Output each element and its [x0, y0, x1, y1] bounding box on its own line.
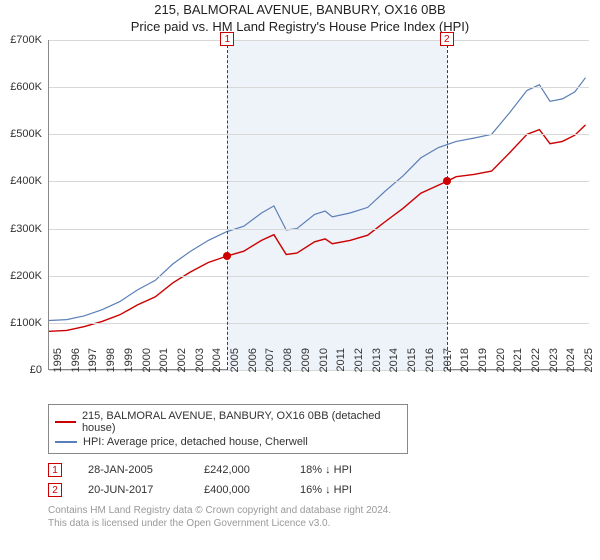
legend-label-hpi: HPI: Average price, detached house, Cher…: [83, 436, 308, 448]
chart-title-line1: 215, BALMORAL AVENUE, BANBURY, OX16 0BB: [0, 2, 600, 17]
y-axis-label: £200K: [0, 270, 42, 282]
series-hpi: [49, 78, 586, 321]
chart-title-line2: Price paid vs. HM Land Registry's House …: [0, 19, 600, 34]
gridline: [49, 276, 589, 277]
footnote-line2: This data is licensed under the Open Gov…: [48, 517, 590, 530]
x-axis-label: 2022: [530, 348, 542, 378]
x-axis-label: 2011: [335, 348, 347, 378]
x-axis-label: 2016: [424, 348, 436, 378]
x-axis-label: 2013: [371, 348, 383, 378]
footnote: Contains HM Land Registry data © Crown c…: [48, 504, 590, 530]
y-axis-label: £700K: [0, 34, 42, 46]
x-axis-label: 2000: [141, 348, 153, 378]
marker-dot: [443, 177, 451, 185]
legend-swatch-hpi: [55, 441, 77, 443]
sales-row-1: 1 28-JAN-2005 £242,000 18% ↓ HPI: [48, 460, 590, 480]
x-axis-label: 2024: [565, 348, 577, 378]
legend-row-hpi: HPI: Average price, detached house, Cher…: [55, 435, 401, 449]
x-axis-label: 2003: [194, 348, 206, 378]
footnote-line1: Contains HM Land Registry data © Crown c…: [48, 504, 590, 517]
y-axis-label: £500K: [0, 128, 42, 140]
x-axis-label: 2020: [495, 348, 507, 378]
marker-dot: [223, 252, 231, 260]
y-axis-label: £600K: [0, 81, 42, 93]
gridline: [49, 134, 589, 135]
x-axis-label: 2001: [158, 348, 170, 378]
sales-date-2: 20-JUN-2017: [88, 484, 178, 496]
x-axis-label: 2019: [477, 348, 489, 378]
legend-swatch-property: [55, 421, 76, 423]
y-axis-label: £300K: [0, 223, 42, 235]
chart-area: 12 £0£100K£200K£300K£400K£500K£600K£700K…: [48, 40, 588, 400]
gridline: [49, 87, 589, 88]
marker-vline: [227, 40, 228, 370]
x-axis-label: 2015: [406, 348, 418, 378]
marker-vline: [447, 40, 448, 370]
gridline: [49, 229, 589, 230]
sales-table: 1 28-JAN-2005 £242,000 18% ↓ HPI 2 20-JU…: [48, 460, 590, 500]
x-axis-label: 1995: [52, 348, 64, 378]
y-axis-label: £0: [0, 364, 42, 376]
sales-diff-2: 16% ↓ HPI: [300, 484, 380, 496]
gridline: [49, 323, 589, 324]
legend-label-property: 215, BALMORAL AVENUE, BANBURY, OX16 0BB …: [82, 410, 401, 434]
x-axis-label: 2006: [247, 348, 259, 378]
gridline: [49, 181, 589, 182]
sales-price-1: £242,000: [204, 464, 274, 476]
sales-marker-1: 1: [48, 463, 62, 477]
marker-label-box: 1: [220, 32, 234, 46]
x-axis-label: 1999: [123, 348, 135, 378]
line-series-svg: [49, 40, 589, 370]
x-axis-label: 2025: [583, 348, 595, 378]
sales-date-1: 28-JAN-2005: [88, 464, 178, 476]
x-axis-label: 2010: [318, 348, 330, 378]
x-axis-label: 2014: [388, 348, 400, 378]
sales-marker-2: 2: [48, 483, 62, 497]
y-axis-label: £100K: [0, 317, 42, 329]
sales-row-2: 2 20-JUN-2017 £400,000 16% ↓ HPI: [48, 480, 590, 500]
x-axis-label: 2004: [211, 348, 223, 378]
x-axis-label: 2018: [459, 348, 471, 378]
y-axis-label: £400K: [0, 175, 42, 187]
legend-box: 215, BALMORAL AVENUE, BANBURY, OX16 0BB …: [48, 404, 408, 454]
x-axis-label: 2008: [282, 348, 294, 378]
sales-diff-1: 18% ↓ HPI: [300, 464, 380, 476]
x-axis-label: 2009: [300, 348, 312, 378]
x-axis-label: 1997: [87, 348, 99, 378]
x-axis-label: 2002: [176, 348, 188, 378]
x-axis-label: 2021: [512, 348, 524, 378]
x-axis-label: 2007: [264, 348, 276, 378]
legend-row-property: 215, BALMORAL AVENUE, BANBURY, OX16 0BB …: [55, 409, 401, 435]
x-axis-label: 1996: [70, 348, 82, 378]
x-axis-label: 1998: [105, 348, 117, 378]
x-axis-label: 2017: [442, 348, 454, 378]
plot-area: 12: [48, 40, 588, 370]
x-axis-label: 2023: [548, 348, 560, 378]
x-axis-label: 2012: [353, 348, 365, 378]
marker-label-box: 2: [440, 32, 454, 46]
x-axis-label: 2005: [229, 348, 241, 378]
sales-price-2: £400,000: [204, 484, 274, 496]
gridline: [49, 40, 589, 41]
chart-title-block: 215, BALMORAL AVENUE, BANBURY, OX16 0BB …: [0, 0, 600, 34]
